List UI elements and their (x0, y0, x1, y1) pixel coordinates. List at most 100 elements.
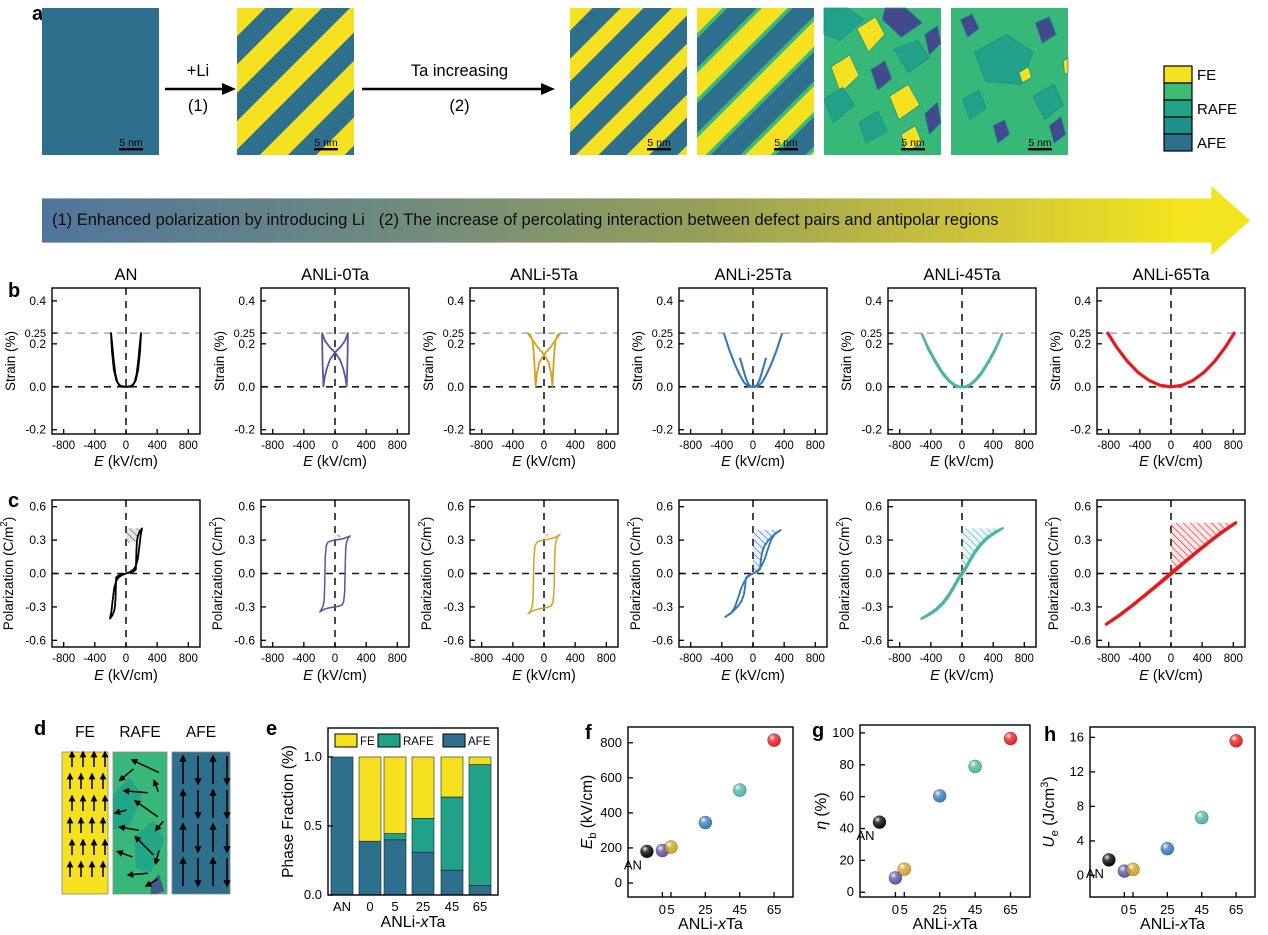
svg-text:400: 400 (1193, 653, 1212, 665)
svg-text:0.3: 0.3 (29, 533, 46, 547)
svg-text:0: 0 (1168, 653, 1174, 665)
svg-text:400: 400 (357, 653, 376, 665)
svg-text:0.4: 0.4 (29, 294, 46, 308)
svg-text:0.4: 0.4 (656, 294, 673, 308)
plot-title: ANLi-45Ta (923, 266, 1001, 284)
svg-text:0.0: 0.0 (447, 567, 464, 581)
svg-text:-800: -800 (470, 653, 493, 665)
svg-text:Strain (%): Strain (%) (421, 331, 436, 391)
schematic-title-AFE: AFE (186, 724, 216, 741)
phase-map-ANLi-0Ta: 5 nm (237, 8, 354, 155)
an-annotation: AN (1086, 866, 1104, 881)
svg-text:5: 5 (901, 902, 908, 917)
svg-text:400: 400 (148, 653, 167, 665)
svg-text:100: 100 (832, 725, 854, 740)
svg-text:0.6: 0.6 (447, 500, 464, 514)
svg-text:Ue (J/cm3): Ue (J/cm3) (1040, 776, 1061, 847)
phase-map-ANLi-25Ta: 5 nm (697, 8, 814, 155)
scale-bar: 5 nm (1028, 137, 1052, 151)
svg-text:0.4: 0.4 (447, 294, 464, 308)
loop-curve (1104, 521, 1238, 626)
svg-text:-400: -400 (83, 653, 106, 665)
schematic-title-RAFE: RAFE (119, 724, 160, 741)
svg-text:5 nm: 5 nm (774, 137, 798, 149)
loop-curve (527, 533, 561, 615)
bar-segment-FE (358, 756, 382, 842)
svg-text:0.0: 0.0 (865, 380, 882, 394)
svg-text:12: 12 (1070, 764, 1084, 779)
svg-text:0.3: 0.3 (865, 533, 882, 547)
svg-text:Strain (%): Strain (%) (3, 331, 18, 391)
svg-text:0.6: 0.6 (29, 500, 46, 514)
svg-text:-800: -800 (1097, 440, 1120, 452)
svg-text:400: 400 (775, 653, 794, 665)
svg-text:65: 65 (767, 902, 781, 917)
svg-text:0.25: 0.25 (234, 328, 255, 340)
svg-text:25: 25 (416, 899, 430, 914)
svg-text:-0.6: -0.6 (443, 633, 464, 647)
svg-text:-400: -400 (292, 653, 315, 665)
axes-frame (678, 287, 828, 435)
legend-text-AFE: AFE (468, 736, 491, 748)
pe-plot-ANLi-0Ta: -800 -400 0 400 800 0.6 0.3 0.0 -0.3 -0.6 Polariza… (209, 499, 410, 684)
loop-curve (920, 332, 1004, 389)
strain-plot-ANLi-65Ta: -800 -400 0 400 800 0.4 0.250.2 0.0 -0.2 ANLi-65T… (1048, 266, 1246, 470)
svg-text:Strain (%): Strain (%) (839, 331, 854, 391)
scale-bar: 5 nm (774, 137, 798, 151)
svg-text:400: 400 (566, 653, 585, 665)
process-arrow-text-2: (2) The increase of percolating interact… (378, 211, 999, 229)
svg-text:-0.3: -0.3 (652, 600, 673, 614)
data-point-AN (1102, 853, 1116, 867)
svg-text:200: 200 (600, 840, 622, 855)
svg-text:-0.6: -0.6 (25, 633, 46, 647)
axes-frame (51, 287, 201, 435)
data-point-5 (664, 840, 678, 854)
bar-segment-AFE (440, 869, 464, 896)
svg-text:0.0: 0.0 (656, 567, 673, 581)
plot-title: ANLi-5Ta (510, 266, 579, 284)
axes-frame (1089, 726, 1256, 898)
pe-plot-ANLi-65Ta: -800 -400 0 400 800 0.6 0.3 0.0 -0.3 -0.6 Polariza… (1045, 499, 1246, 684)
svg-text:5: 5 (391, 899, 398, 914)
axes-frame (260, 287, 410, 435)
schematic-RAFE (112, 751, 168, 895)
data-point-AN (872, 815, 887, 829)
panel-label-g: g (812, 720, 825, 742)
bar-segment-FE (411, 756, 435, 819)
phase-fraction-chart: AN 0 5 25 45 65 0.0 0.5 1.0 FE RAFE AFE Phase Fracti… (280, 727, 499, 931)
svg-text:800: 800 (597, 653, 616, 665)
svg-text:800: 800 (388, 440, 407, 452)
svg-text:0: 0 (123, 653, 129, 665)
strain-plot-AN: -800 -400 0 400 800 0.4 0.250.2 0.0 -0.2 AN Strain… (3, 266, 201, 470)
phase-map-ANLi-5Ta: 5 nm (570, 8, 687, 155)
data-point-25 (932, 789, 947, 803)
svg-text:0.0: 0.0 (238, 380, 255, 394)
svg-text:0.25: 0.25 (861, 328, 882, 340)
svg-text:-800: -800 (261, 440, 284, 452)
svg-text:Polarization (C/m2): Polarization (C/m2) (418, 517, 434, 630)
svg-text:-0.3: -0.3 (861, 600, 882, 614)
data-point-25 (698, 815, 713, 830)
svg-text:0.25: 0.25 (25, 328, 46, 340)
scale-bar: 5 nm (647, 137, 671, 151)
svg-text:-400: -400 (919, 440, 942, 452)
phase-map-ANLi-65Ta: 5 nm (951, 8, 1069, 155)
scale-bar: 5 nm (119, 137, 143, 151)
svg-text:-0.6: -0.6 (861, 633, 882, 647)
svg-text:0.0: 0.0 (29, 380, 46, 394)
svg-text:-0.3: -0.3 (443, 600, 464, 614)
svg-text:0.0: 0.0 (1074, 380, 1091, 394)
ta-increase-arrow (362, 83, 555, 95)
svg-text:ANLi-xTa: ANLi-xTa (1140, 916, 1205, 933)
svg-text:400: 400 (566, 440, 585, 452)
svg-text:-0.3: -0.3 (1070, 600, 1091, 614)
svg-text:E (kV/cm): E (kV/cm) (94, 454, 158, 470)
bar-segment-AFE (468, 885, 492, 896)
svg-text:0: 0 (123, 440, 129, 452)
an-annotation: AN (856, 828, 874, 843)
svg-text:800: 800 (806, 440, 825, 452)
svg-text:0.2: 0.2 (238, 337, 255, 351)
axes-frame (260, 499, 410, 648)
legend-swatch-AFE (442, 733, 466, 748)
